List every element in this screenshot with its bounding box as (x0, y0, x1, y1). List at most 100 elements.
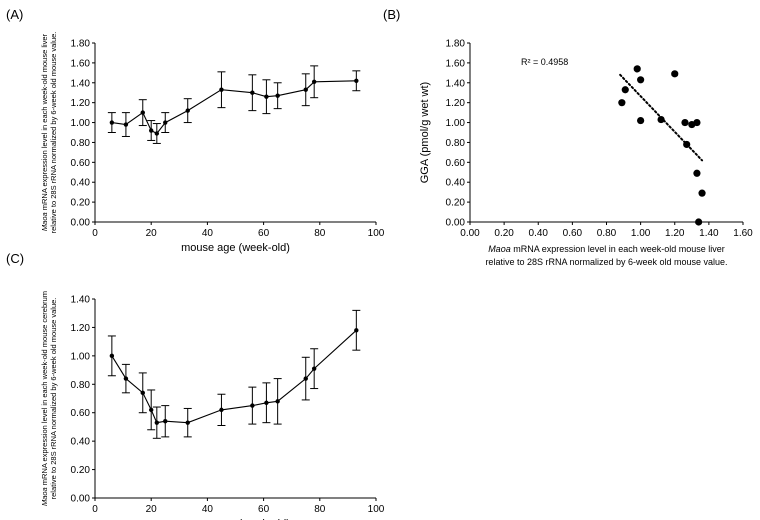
panel-a-y-tick-label: 1.60 (71, 58, 91, 69)
panel-b-data-point (637, 76, 645, 84)
panel-b-x-tick-label: 0.00 (460, 228, 480, 239)
panel-c-y-tick-label: 0.20 (71, 465, 91, 476)
panel-a-data-point (219, 87, 224, 92)
panel-b-y-tick-label: 1.60 (446, 58, 466, 69)
panel-c-data-point (250, 403, 255, 408)
panel-a-x-tick-label: 80 (314, 228, 326, 239)
panel-a-y-axis-label-line-1: Maoa mRNA expression level in each week-… (40, 33, 49, 231)
panel-b-y-tick-label: 0.60 (446, 158, 466, 169)
panel-c-y-tick-label: 1.20 (71, 323, 91, 334)
panel-a-data-point (185, 108, 190, 113)
panel-c-data-point (219, 407, 224, 413)
panel-c-data-point (303, 376, 308, 381)
panel-b-chart: 0.00 0.20 0.40 0.60 0.80 1.00 1.20 1.40 1.60 1.80… (383, 7, 753, 267)
panel-a-data-point (303, 87, 308, 92)
panel-a-data-point (275, 93, 280, 98)
panel-c-data-point (275, 399, 280, 404)
panel-c-y-tick-label: 0.40 (71, 437, 91, 448)
panel-c-y-tick-label: 1.00 (71, 351, 91, 362)
panel-b-y-tick-label: 1.80 (446, 39, 466, 50)
panel-b-y-axis-label: GGA (pmol/g wet wt) (419, 82, 431, 183)
panel-c-y-tick-label: 0.00 (71, 494, 91, 505)
panel-a-y-tick-label: 0.00 (71, 218, 91, 229)
panel-c-y-axis-label-line-2: relative to 28S rRNA normalized by 6-wee… (49, 298, 58, 500)
panel-b-y-tick-label: 0.80 (446, 138, 466, 149)
panel-a-data-point (140, 110, 145, 115)
panel-b-y-tick-label: 1.00 (446, 118, 466, 129)
panel-b-x-tick-label: 1.20 (665, 228, 685, 239)
panel-b-y-tick-label: 0.40 (446, 178, 466, 189)
panel-c-data-point (123, 376, 129, 381)
panel-b-panel-label: (B) (383, 7, 400, 22)
panel-b-data-point (683, 140, 691, 149)
panel-b-data-point (695, 218, 703, 226)
panel-b-data-point (693, 118, 701, 127)
panel-a-x-tick-label: 0 (92, 228, 98, 239)
panel-c-y-axis-label-line-1: Maoa mRNA expression level in each week-… (40, 291, 49, 506)
panel-b-data-point (693, 169, 701, 177)
panel-c-x-tick-label: 0 (92, 504, 98, 515)
panel-c-x-tick-label: 40 (202, 504, 214, 515)
panel-c-x-tick-label: 20 (146, 504, 158, 515)
panel-a-y-tick-label: 1.40 (71, 78, 91, 89)
panel-b-y-tick-label: 1.40 (446, 78, 466, 89)
panel-b-x-tick-label: 0.60 (563, 228, 583, 239)
panel-a-data-point (149, 128, 154, 133)
panel-a-data-point (311, 79, 317, 84)
panel-c-series-line (111, 329, 357, 424)
panel-b-r-squared-annotation: R² = 0.4958 (521, 57, 568, 67)
panel-b-x-tick-label: 1.60 (733, 228, 753, 239)
panel-c-x-axis-label: mouse age (week-old) (181, 518, 290, 520)
panel-a-data-point (354, 78, 359, 83)
panel-b-x-tick-label: 1.00 (631, 228, 651, 239)
panel-c-data-point (109, 353, 115, 359)
panel-c-data-point (264, 400, 269, 405)
panel-b-data-point (633, 65, 641, 73)
panel-a-x-tick-label: 100 (368, 228, 385, 239)
panel-b-data-point (681, 118, 689, 127)
panel-c-panel-label: (C) (6, 251, 24, 266)
panel-b-x-tick-label: 0.40 (529, 228, 549, 239)
panel-c-data-point (154, 420, 160, 425)
panel-a-y-tick-label: 1.00 (71, 118, 91, 129)
panel-a-y-tick-label: 0.20 (71, 198, 91, 209)
panel-a-y-tick-label: 0.60 (71, 158, 91, 169)
panel-a-data-point (264, 94, 269, 99)
panel-a-data-point (109, 120, 115, 125)
panel-c-data-point (185, 420, 190, 425)
panel-c-data-point (140, 390, 145, 396)
panel-a-y-axis-label-line-2: relative to 28S rRNA normalized by 6-wee… (49, 32, 58, 234)
panel-b-data-point (671, 70, 679, 78)
panel-c-chart: 0.00 0.20 0.40 0.60 0.80 1.00 1.20 1.40 0 20 40 60 8… (6, 251, 385, 520)
panel-a-chart: 0.00 0.20 0.40 0.60 0.80 1.00 1.20 1.40 1.60 1.80… (6, 7, 385, 254)
panel-b-data-point (621, 86, 629, 94)
panel-b-x-tick-label: 0.20 (494, 228, 514, 239)
panel-a-data-point (154, 131, 160, 136)
panel-c-x-tick-label: 60 (258, 504, 270, 515)
panel-b-data-point (618, 99, 626, 107)
panel-a-y-tick-label: 0.40 (71, 178, 91, 189)
panel-c-y-tick-label: 0.80 (71, 380, 91, 391)
panel-c-y-tick-label: 0.60 (71, 408, 91, 419)
panel-a-data-point (250, 90, 255, 95)
panel-c-data-point (163, 419, 168, 424)
panel-a-series-line (111, 80, 357, 135)
panel-b-data-point (657, 115, 665, 124)
panel-b-x-tick-label: 1.40 (699, 228, 719, 239)
panel-a-y-tick-label: 1.80 (71, 39, 91, 50)
panel-b-y-tick-label: 0.20 (446, 198, 466, 209)
panel-b-x-axis-label-line-1: Maoa mRNA expression level in each week-… (488, 244, 725, 254)
panel-b-data-point (637, 116, 645, 125)
panel-b-data-point (698, 189, 706, 197)
panel-c-y-tick-label: 1.40 (71, 295, 91, 306)
panel-b-x-axis-label-line-2: relative to 28S rRNA normalized by 6-wee… (485, 257, 727, 267)
panel-c-x-tick-label: 80 (314, 504, 326, 515)
panel-a-x-tick-label: 40 (202, 228, 214, 239)
panel-a-panel-label: (A) (6, 7, 23, 22)
panel-b-y-tick-label: 1.20 (446, 98, 466, 109)
panel-a-x-tick-label: 20 (146, 228, 158, 239)
panel-a-y-tick-label: 1.20 (71, 98, 91, 109)
panel-a-y-tick-label: 0.80 (71, 138, 91, 149)
panel-a-data-point (163, 120, 168, 125)
